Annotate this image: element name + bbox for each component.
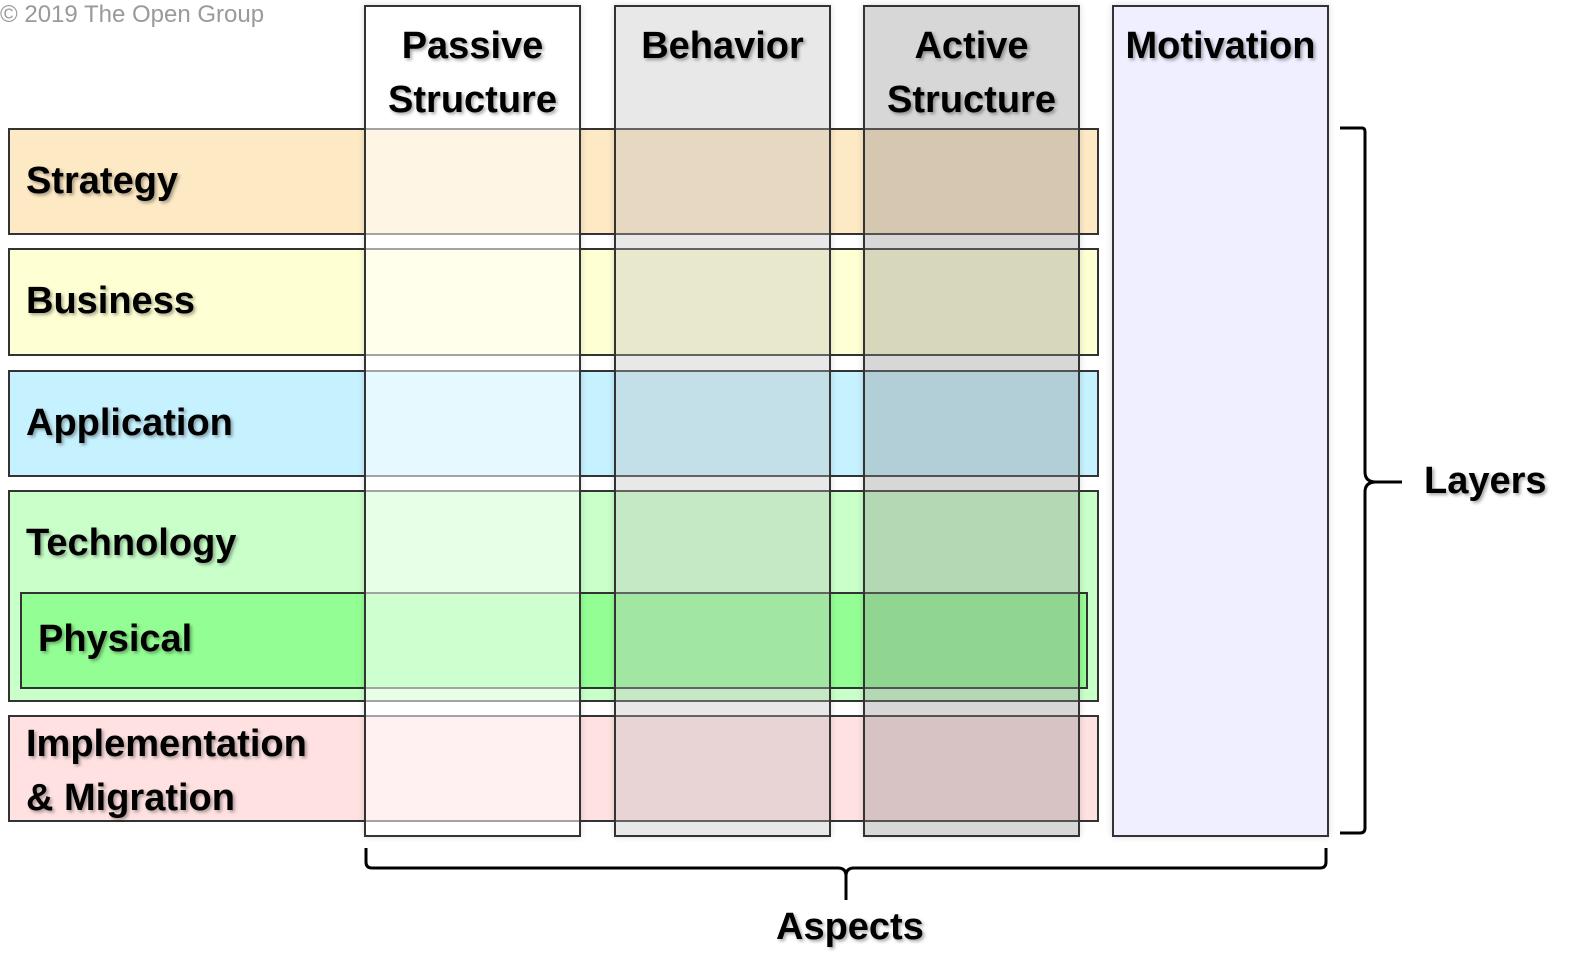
layers-bracket — [1340, 126, 1402, 835]
layer-strategy-label: Strategy — [26, 160, 179, 202]
layer-physical-label: Physical — [38, 618, 193, 660]
layer-application-label: Application — [26, 402, 233, 444]
layer-business-label: Business — [26, 280, 195, 322]
layer-technology-label: Technology — [26, 522, 237, 564]
layers-bracket-label: Layers — [1424, 460, 1547, 502]
aspect-motivation: Motivation — [1112, 5, 1329, 837]
aspect-passive-structure: Passive Structure — [364, 5, 581, 837]
aspect-behavior: Behavior — [614, 5, 831, 837]
layer-implementation-migration-label: Implementation & Migration — [26, 723, 307, 819]
aspects-bracket — [364, 848, 1328, 900]
copyright-notice: © 2019 The Open Group — [0, 1, 265, 28]
aspect-passive-structure-label: Passive Structure — [388, 25, 557, 121]
aspects-bracket-label: Aspects — [776, 906, 924, 948]
aspect-motivation-label: Motivation — [1125, 25, 1316, 67]
aspect-active-structure: Active Structure — [863, 5, 1080, 837]
aspect-behavior-label: Behavior — [641, 25, 804, 67]
aspect-active-structure-label: Active Structure — [887, 25, 1056, 121]
